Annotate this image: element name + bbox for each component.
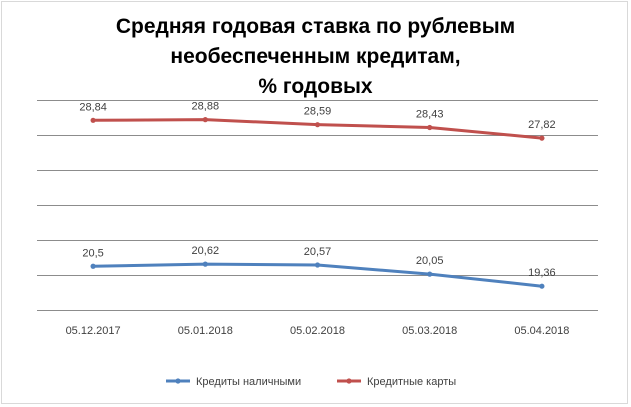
chart-title-line-2: необеспеченным кредитам, bbox=[170, 45, 461, 68]
data-labels: 20,5 20,62 20,57 20,05 19,36 28,84 28,88 28,59 2… bbox=[79, 101, 555, 280]
data-label: 20,62 bbox=[192, 245, 220, 257]
data-label: 19,36 bbox=[528, 267, 556, 279]
x-tick-label: 05.01.2018 bbox=[178, 325, 233, 337]
data-label: 20,5 bbox=[82, 247, 103, 259]
x-tick-label: 05.12.2017 bbox=[66, 325, 121, 337]
legend[interactable]: Кредиты наличными Кредитные карты bbox=[166, 376, 456, 388]
x-tick-label: 05.03.2018 bbox=[402, 325, 457, 337]
data-point bbox=[314, 122, 321, 128]
data-point bbox=[90, 117, 96, 123]
data-point bbox=[539, 135, 545, 141]
data-label: 20,05 bbox=[416, 255, 444, 267]
x-axis-tick-labels: 05.12.2017 05.01.2018 05.02.2018 05.03.2018… bbox=[66, 325, 570, 337]
chart-title-line-1: Средняя годовая ставка по рублевым bbox=[115, 15, 516, 38]
data-label: 28,88 bbox=[192, 101, 220, 113]
legend-marker bbox=[175, 378, 181, 384]
data-label: 28,43 bbox=[416, 108, 444, 120]
legend-marker bbox=[346, 378, 352, 384]
data-point bbox=[427, 271, 433, 277]
data-point bbox=[427, 124, 433, 131]
data-point bbox=[539, 283, 545, 289]
data-label: 27,82 bbox=[528, 119, 556, 131]
data-point bbox=[90, 263, 96, 269]
series-layer bbox=[90, 117, 545, 289]
data-point bbox=[202, 261, 208, 267]
chart-title: Средняя годовая ставка по рублевым необе… bbox=[0, 12, 631, 102]
x-tick-label: 05.02.2018 bbox=[290, 325, 345, 337]
legend-item-cash-loans[interactable]: Кредиты наличными bbox=[166, 376, 301, 388]
legend-label: Кредитные карты bbox=[367, 376, 456, 388]
legend-item-credit-cards[interactable]: Кредитные карты bbox=[337, 376, 456, 388]
x-tick-label: 05.04.2018 bbox=[514, 325, 569, 337]
data-label: 20,57 bbox=[304, 246, 332, 258]
data-label: 28,59 bbox=[304, 106, 332, 118]
data-point bbox=[314, 262, 321, 268]
gridlines bbox=[37, 100, 598, 311]
chart-title-line-3: % годовых bbox=[258, 75, 373, 98]
legend-label: Кредиты наличными bbox=[196, 376, 301, 388]
data-label: 28,84 bbox=[79, 101, 107, 113]
data-point bbox=[202, 117, 208, 123]
